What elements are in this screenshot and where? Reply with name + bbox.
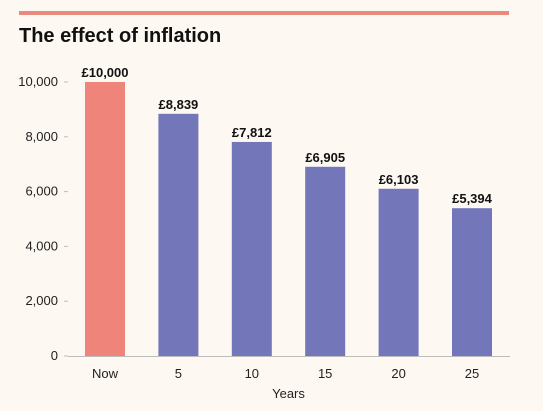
x-tick-label: Now bbox=[92, 366, 119, 381]
x-tick-label: 5 bbox=[175, 366, 182, 381]
data-label: £10,000 bbox=[82, 65, 129, 80]
y-axis: 0 2,000 4,000 6,000 8,000 10,000 bbox=[18, 74, 68, 363]
y-tick-label: 0 bbox=[51, 348, 58, 363]
x-axis: Now 5 10 15 20 25 bbox=[92, 366, 479, 381]
data-label: £5,394 bbox=[452, 191, 493, 206]
y-tick-label: 2,000 bbox=[25, 293, 58, 308]
bar-10 bbox=[231, 141, 272, 356]
y-tick-label: 4,000 bbox=[25, 238, 58, 253]
x-axis-title: Years bbox=[272, 386, 305, 401]
data-label: £6,905 bbox=[305, 150, 345, 165]
chart-title: The effect of inflation bbox=[19, 25, 222, 47]
data-label: £6,103 bbox=[379, 172, 419, 187]
y-tick-label: 10,000 bbox=[18, 74, 58, 89]
y-tick-label: 8,000 bbox=[25, 129, 58, 144]
bar-now bbox=[85, 82, 125, 356]
bars: £10,000 £8,839 £7,812 £6,905 £6,103 £5,394 bbox=[82, 65, 493, 356]
data-label: £7,812 bbox=[232, 125, 272, 140]
x-tick-label: 10 bbox=[245, 366, 259, 381]
bar-25 bbox=[452, 208, 492, 356]
bar-5 bbox=[158, 113, 199, 356]
data-label: £8,839 bbox=[159, 97, 199, 112]
x-tick-label: 25 bbox=[465, 366, 479, 381]
x-tick-label: 20 bbox=[391, 366, 405, 381]
bar-20 bbox=[378, 188, 419, 356]
y-tick-label: 6,000 bbox=[25, 184, 58, 199]
title-accent-rule bbox=[19, 11, 509, 15]
x-tick-label: 15 bbox=[318, 366, 332, 381]
bar-15 bbox=[305, 166, 346, 356]
